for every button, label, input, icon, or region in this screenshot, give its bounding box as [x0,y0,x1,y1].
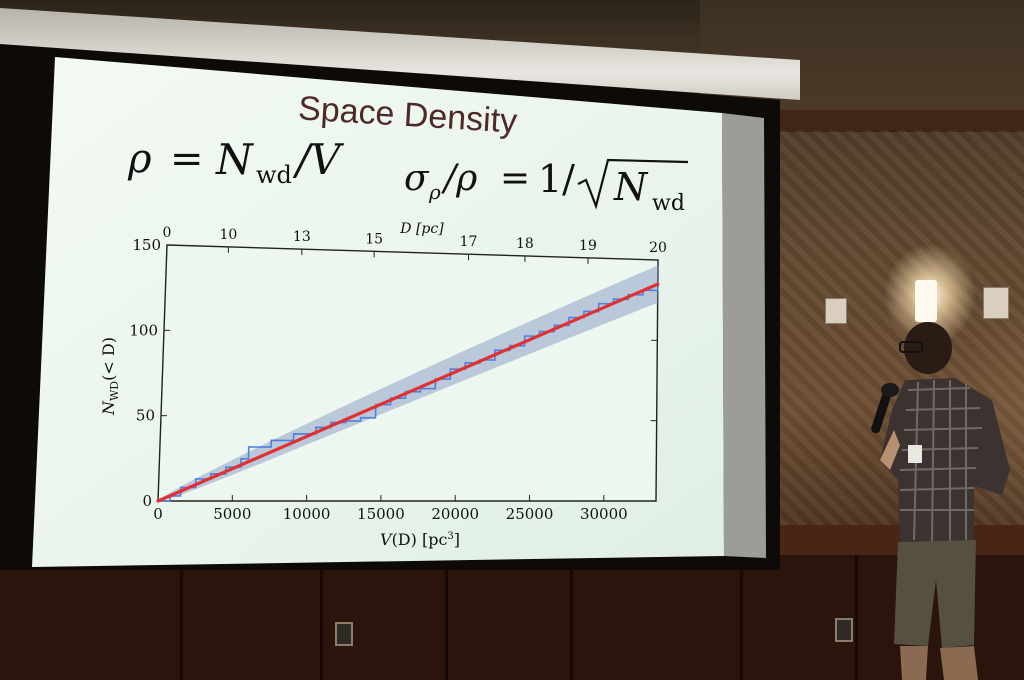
x-tick-label: 5000 [213,505,251,523]
uncertainty-equation: σ ρ /ρ = 1/ N wd [404,157,689,216]
top-tick-label: 19 [579,238,597,254]
wall-outlet [835,618,853,642]
eq-n-subscript-2: wd [652,191,685,216]
x-tick-label: 15000 [357,505,405,523]
panel-seam [320,555,323,680]
y-axis-title: NWD(< D) [99,337,121,416]
legs [900,646,978,680]
eq-sigma-subscript: ρ [428,180,441,204]
x-tick-label: 25000 [506,505,554,523]
plaid-shirt [880,378,1010,542]
light-switch [825,298,847,324]
glasses [899,341,923,353]
top-tick-label: 15 [365,231,383,247]
wall-outlet [335,622,353,646]
thermostat [983,287,1009,319]
top-tick-label: 0 [163,225,172,241]
chart: 0 5000 10000 15000 20000 25000 300000501001500… [99,221,667,549]
x-tick-label: 20000 [431,505,479,523]
wood-paneling [0,555,1024,680]
linear-fit-line [156,282,660,503]
x-tick-label: 0 [153,505,163,523]
y-tick-label: 100 [129,321,158,339]
chair-rail [770,525,1024,555]
wall-trim [770,110,1024,132]
eq-n-subscript: wd [256,161,292,189]
x-axis-title: V(D) [pc3] [380,530,460,549]
top-tick-label: 10 [219,227,237,243]
eq-n-2: N [613,165,649,209]
top-axis-title: D [pc] [399,221,444,237]
y-tick-label: 150 [132,236,161,254]
panel-seam [740,555,743,680]
panel-seam [570,555,573,680]
eq-rho: ρ [127,136,152,182]
wall-sconce [915,280,937,322]
microphone-head [881,383,899,397]
eq-equals-2: = [500,158,530,199]
y-tick-label: 0 [142,492,152,510]
eq-over-v: /V [292,135,344,184]
panel-seam [445,555,448,680]
top-tick-label: 17 [460,234,478,250]
x-tick-label: 10000 [283,505,331,523]
screen-margin [722,113,766,558]
x-tick-label: 30000 [580,505,628,523]
arm [880,430,900,470]
eq-sigma: σ [404,158,430,199]
top-tick-label: 20 [649,240,667,256]
shorts [894,540,976,648]
top-tick-label: 18 [516,236,534,252]
panel-seam [855,555,858,680]
presenter [871,322,1010,680]
uncertainty-band [158,265,658,501]
name-badge [908,445,922,463]
top-tick-label: 13 [293,229,311,245]
eq-equals: = [170,136,204,182]
presenter-head [904,322,952,374]
eq-one-over: 1/ [538,157,575,201]
sqrt-radical [577,158,689,210]
y-tick-label: 50 [136,407,155,425]
density-equation: ρ = N wd /V [127,135,344,189]
panel-seam [180,555,183,680]
eq-n: N [215,135,254,184]
eq-over-rho: /ρ [441,158,477,199]
